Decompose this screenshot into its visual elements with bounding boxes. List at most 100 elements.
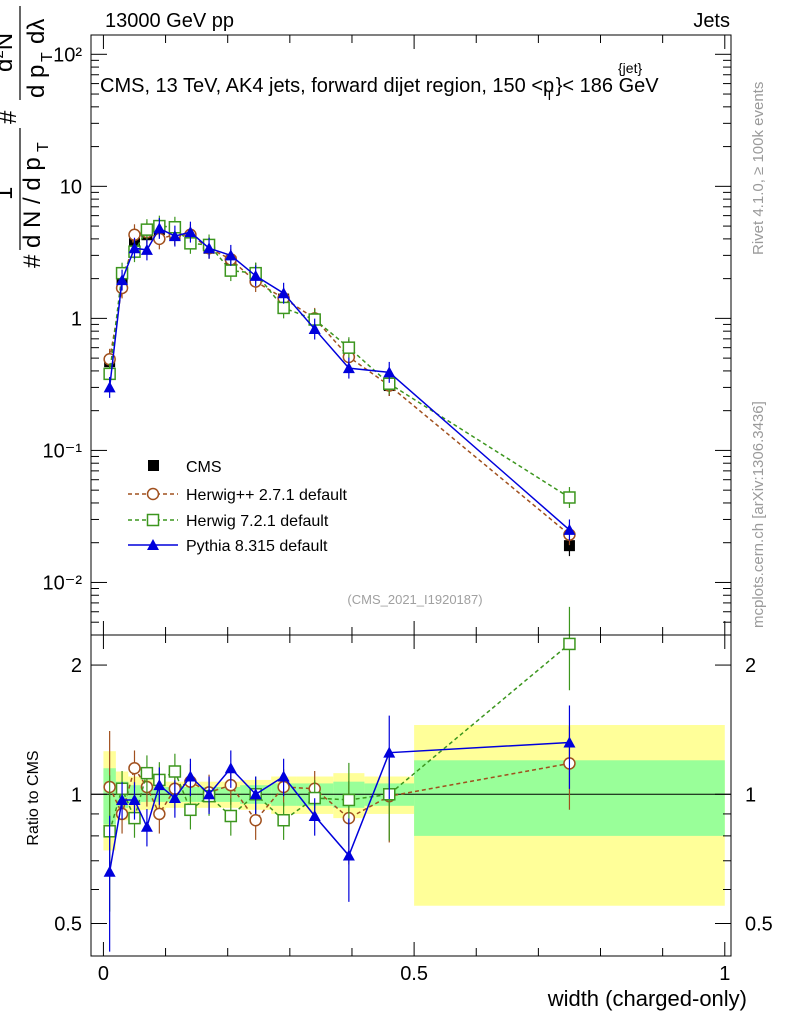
main-series-layer bbox=[103, 215, 576, 557]
ratio-point-herwig-7-2-1-default bbox=[277, 813, 290, 827]
y-tick-label-ratio-right: 0.5 bbox=[745, 913, 773, 935]
point-herwig-7-2-1-default bbox=[224, 264, 238, 277]
legend-entry-cms: CMS bbox=[148, 459, 222, 476]
y-tick-label-main: 10 bbox=[60, 176, 82, 198]
series-line-pythia-8-315-default bbox=[108, 227, 570, 531]
plot-title-end: }< 186 GeV bbox=[556, 75, 660, 97]
legend-entry-herwigpp: Herwig++ 2.7.1 default bbox=[128, 487, 348, 504]
y-tick-label-main: 10² bbox=[53, 44, 82, 66]
point-herwig-7-2-1-default bbox=[277, 301, 290, 315]
ratio-point-herwig-7-2-1-default bbox=[140, 766, 154, 780]
ratio-point-herwig-7-2-1-default bbox=[184, 803, 197, 817]
ratio-point-pythia-8-315-default bbox=[342, 849, 355, 861]
legend-marker-pythia bbox=[147, 539, 159, 550]
legend-label-herwigpp: Herwig++ 2.7.1 default bbox=[186, 487, 348, 504]
ratio-point-pythia-8-315-default bbox=[128, 793, 141, 805]
plot-title-superscript: {jet} bbox=[618, 60, 642, 76]
ratio-point-herwig-7-2-1-default bbox=[224, 809, 238, 823]
legend-marker-herwig7 bbox=[146, 513, 160, 527]
ratio-point-pythia-8-315-default bbox=[383, 746, 396, 758]
ratio-point-pythia-8-315-default bbox=[140, 820, 153, 832]
ratio-point-herwig-2-7-1-default bbox=[249, 813, 262, 827]
point-pythia-8-315-default bbox=[153, 222, 166, 234]
plot-title-sub: T bbox=[545, 87, 554, 103]
category-label: Jets bbox=[693, 10, 730, 32]
x-tick-label: 0 bbox=[98, 963, 109, 985]
y-tick-label-ratio: 0.5 bbox=[54, 913, 82, 935]
y-tick-label-ratio-right: 1 bbox=[745, 784, 756, 806]
ratio-point-pythia-8-315-default bbox=[116, 793, 129, 805]
point-pythia-8-315-default bbox=[224, 249, 237, 261]
ratio-point-pythia-8-315-default bbox=[203, 788, 216, 800]
point-pythia-8-315-default bbox=[184, 226, 197, 238]
plot-title-main: CMS, 13 TeV, AK4 jets, forward dijet reg… bbox=[100, 75, 554, 97]
rivet-version-label: Rivet 4.1.0, ≥ 100k events bbox=[750, 82, 767, 255]
ratio-point-herwig-2-7-1-default bbox=[128, 761, 141, 775]
main-y-axis-label: # d N / d p T 1 # d p T dλ d2N bbox=[0, 6, 56, 268]
ratio-point-herwig-7-2-1-default bbox=[168, 765, 182, 778]
ratio-point-pythia-8-315-default bbox=[308, 810, 321, 822]
point-pythia-8-315-default bbox=[140, 243, 153, 255]
x-axis-label: width (charged-only) bbox=[547, 986, 747, 1011]
plot-title: CMS, 13 TeV, AK4 jets, forward dijet reg… bbox=[100, 75, 659, 103]
y-label-one: 1 bbox=[0, 187, 18, 200]
point-pythia-8-315-default bbox=[277, 287, 290, 299]
axis-ticks: 0 0.5 1 10⁻² 10⁻¹ 1 10 10² 0.5 0.5 1 1 2 2 bbox=[43, 35, 773, 985]
ratio-point-herwig-7-2-1-default bbox=[342, 793, 356, 807]
ratio-point-pythia-8-315-default bbox=[224, 762, 237, 774]
x-tick-label: 0.5 bbox=[400, 963, 428, 985]
y-label-dp: d p bbox=[23, 65, 50, 98]
legend-entry-herwig7: Herwig 7.2.1 default bbox=[128, 513, 329, 530]
legend-entry-pythia: Pythia 8.315 default bbox=[128, 538, 328, 555]
y-label-fraction: d N / d p bbox=[19, 157, 46, 248]
ratio-point-pythia-8-315-default bbox=[168, 792, 181, 804]
y-tick-label-ratio: 2 bbox=[71, 655, 82, 677]
ratio-plot-frame bbox=[90, 634, 732, 957]
point-pythia-8-315-default bbox=[103, 381, 116, 393]
y-tick-label-ratio-right: 2 bbox=[745, 655, 756, 677]
y-tick-label-main: 1 bbox=[71, 308, 82, 330]
x-tick-label: 1 bbox=[719, 963, 730, 985]
point-pythia-8-315-default bbox=[128, 242, 141, 254]
point-herwig-7-2-1-default bbox=[140, 223, 154, 236]
y-label-dlambda: dλ bbox=[23, 19, 50, 44]
analysis-id: (CMS_2021_I1920187) bbox=[347, 592, 482, 607]
energy-label: 13000 GeV pp bbox=[105, 10, 234, 32]
point-pythia-8-315-default bbox=[563, 523, 576, 535]
y-tick-label-main: 10⁻² bbox=[43, 572, 83, 594]
point-pythia-8-315-default bbox=[203, 242, 216, 254]
y-label-sub-T: T bbox=[35, 142, 52, 152]
point-cms bbox=[563, 540, 575, 552]
y-tick-label-ratio: 1 bbox=[71, 784, 82, 806]
legend-marker-herwigpp bbox=[146, 487, 160, 501]
point-herwig-7-2-1-default bbox=[342, 341, 356, 354]
legend-marker-cms bbox=[148, 460, 159, 471]
ratio-point-pythia-8-315-default bbox=[277, 770, 290, 782]
legend-label-cms: CMS bbox=[186, 459, 222, 476]
point-herwig-7-2-1-default bbox=[563, 491, 576, 504]
legend: CMS Herwig++ 2.7.1 default Herwig 7.2.1 … bbox=[128, 459, 348, 555]
ratio-y-axis-label: Ratio to CMS bbox=[25, 750, 42, 845]
y-label-hash-1: # bbox=[19, 254, 46, 268]
legend-label-herwig7: Herwig 7.2.1 default bbox=[186, 513, 329, 530]
ratio-point-pythia-8-315-default bbox=[563, 736, 576, 748]
series-line-herwig-7-2-1-default bbox=[108, 225, 570, 499]
ratio-series-layer bbox=[103, 606, 576, 952]
point-pythia-8-315-default bbox=[116, 274, 129, 286]
ratio-point-pythia-8-315-default bbox=[249, 788, 262, 800]
ratio-point-herwig-7-2-1-default bbox=[563, 637, 576, 651]
point-pythia-8-315-default bbox=[308, 323, 321, 335]
point-pythia-8-315-default bbox=[342, 362, 355, 374]
ratio-point-pythia-8-315-default bbox=[103, 865, 116, 877]
legend-label-pythia: Pythia 8.315 default bbox=[186, 538, 328, 555]
mcplots-label: mcplots.cern.ch [arXiv:1306.3436] bbox=[750, 401, 767, 628]
point-pythia-8-315-default bbox=[168, 230, 181, 242]
point-pythia-8-315-default bbox=[249, 269, 262, 281]
y-label-sub-T2: T bbox=[39, 52, 56, 62]
ratio-point-pythia-8-315-default bbox=[153, 779, 166, 791]
point-pythia-8-315-default bbox=[383, 366, 396, 378]
ratio-point-herwig-2-7-1-default bbox=[153, 807, 166, 821]
y-label-d2N: d2N bbox=[0, 33, 18, 72]
y-label-hash-2: # bbox=[0, 110, 22, 124]
